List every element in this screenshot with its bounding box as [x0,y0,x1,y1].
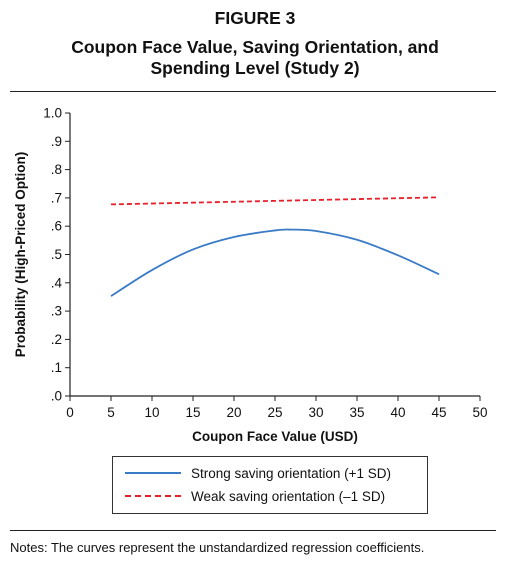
x-tick-label: 40 [390,405,405,420]
bottom-rule [10,530,496,531]
top-rule [10,91,496,92]
y-tick-label: .4 [51,275,63,290]
x-tick-label: 50 [472,405,487,420]
y-tick-label: .5 [51,247,62,262]
x-tick-label: 0 [66,405,74,420]
y-axis-title: Probability (High-Priced Option) [13,152,28,358]
legend-swatch-solid-blue [125,472,181,474]
x-tick-label: 45 [431,405,446,420]
y-tick-label: .9 [51,134,62,149]
legend-label-weak: Weak saving orientation (–1 SD) [191,488,386,504]
x-tick-label: 35 [349,405,364,420]
y-tick-label: .3 [51,304,62,319]
chart-title-line-2: Spending Level (Study 2) [150,58,360,78]
x-axis-title: Coupon Face Value (USD) [192,429,358,444]
y-tick-label: .8 [51,162,62,177]
x-tick-label: 25 [267,405,282,420]
y-tick-label: .2 [51,332,62,347]
y-tick-label: .0 [51,389,62,404]
series-weak-saving-line [110,196,440,206]
x-tick-label: 30 [308,405,323,420]
legend-swatch-dashed-red [125,495,181,497]
x-tick-label: 20 [226,405,241,420]
y-tick-label: .1 [51,360,62,375]
x-tick-label: 5 [107,405,115,420]
figure-label: FIGURE 3 [214,8,296,28]
legend-label-strong: Strong saving orientation (+1 SD) [191,465,391,481]
x-tick-label: 15 [185,405,200,420]
chart-title-line-1: Coupon Face Value, Saving Orientation, a… [71,37,439,57]
y-tick-label: .6 [51,219,62,234]
legend-item-weak: Weak saving orientation (–1 SD) [125,487,385,505]
y-tick-label: .7 [51,190,62,205]
chart-plot: .0 .1 .2 .3 .4 .5 .6 .7 .8 .9 1.0 0 5 10 15 20 25 30 35 40 4… [13,106,488,445]
x-tick-label: 10 [144,405,159,420]
legend-item-strong: Strong saving orientation (+1 SD) [125,464,391,482]
chart-legend: Strong saving orientation (+1 SD) Weak s… [112,456,428,514]
series-strong-saving-line [110,228,440,297]
y-tick-label: 1.0 [43,106,62,121]
figure-notes: Notes: The curves represent the unstanda… [10,540,425,555]
